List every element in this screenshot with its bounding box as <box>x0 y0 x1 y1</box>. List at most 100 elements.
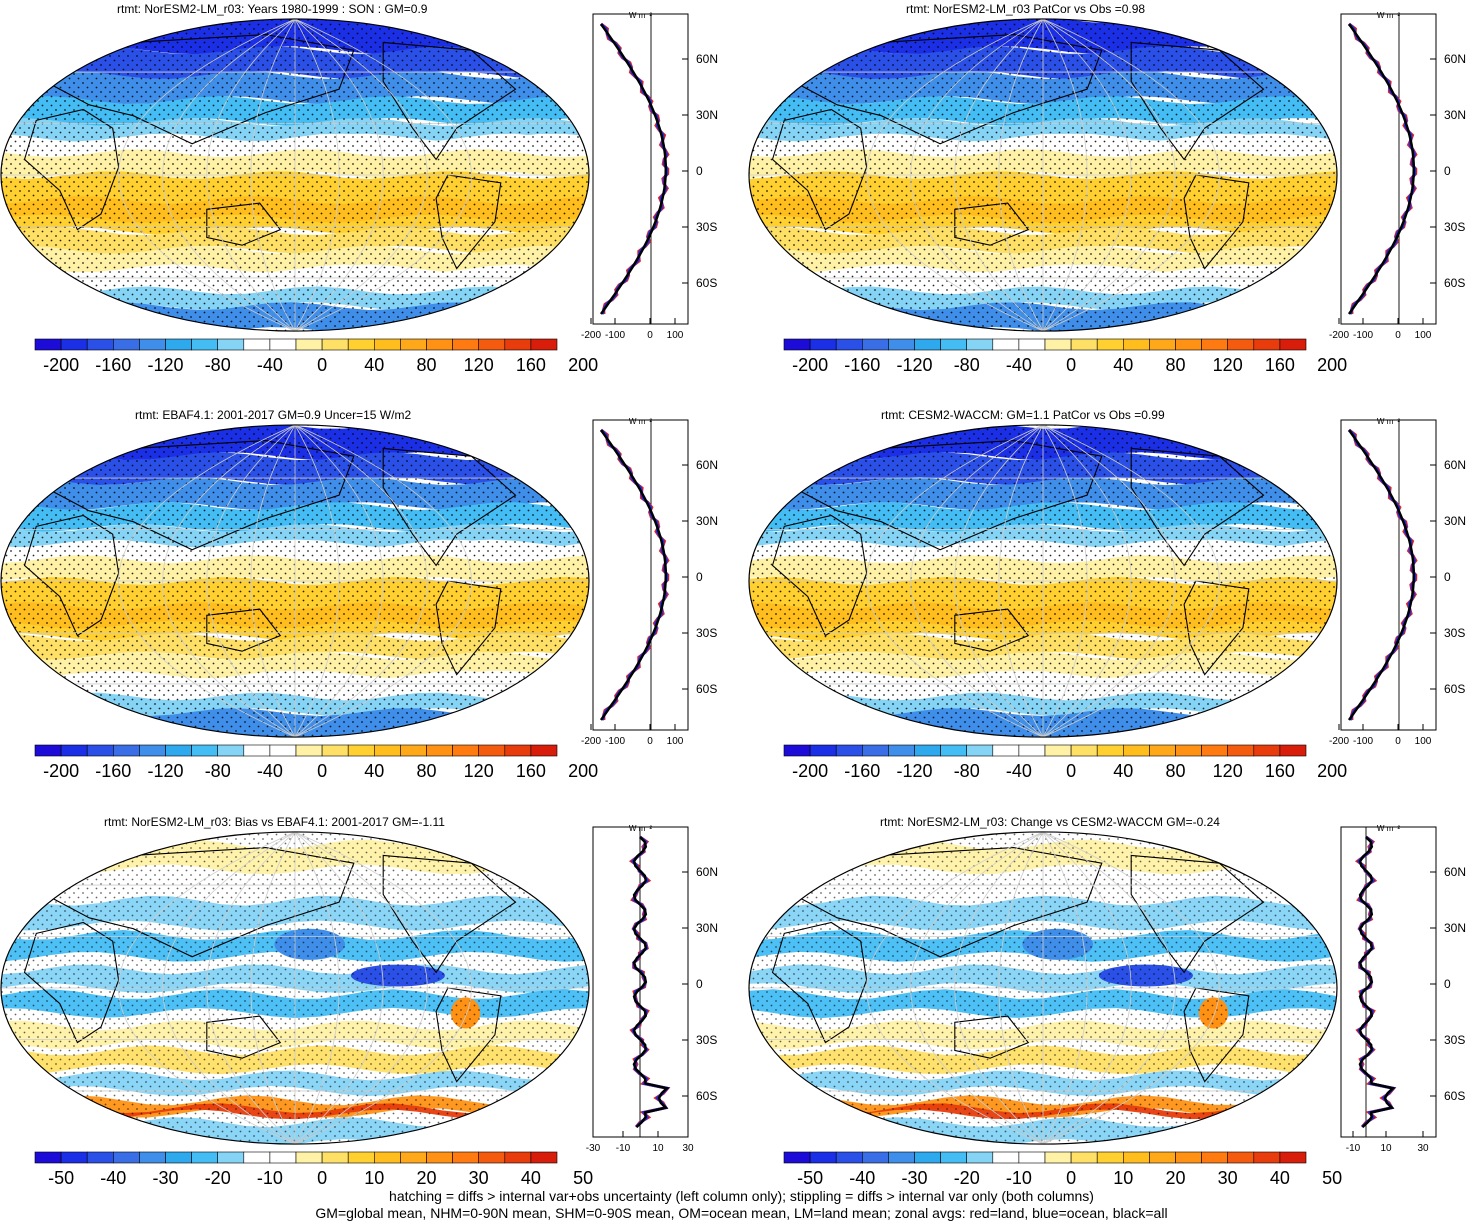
zonal-all-curve <box>1347 429 1416 721</box>
colorbar-cell <box>809 744 837 757</box>
zonal-lat-label: 30S <box>1444 220 1465 234</box>
zonal-lat-label: 30S <box>696 1033 717 1047</box>
colorbar-label: 10 <box>364 1168 384 1188</box>
colorbar-label: -40 <box>1006 761 1032 781</box>
colorbar-cell <box>992 744 1020 757</box>
map-field-5 <box>1 831 589 1145</box>
zonal-mean-frame <box>592 419 689 731</box>
colorbar-cell <box>165 744 192 757</box>
zonal-lat-label: 60S <box>696 1089 717 1103</box>
colorbar-cell <box>165 1151 192 1164</box>
colorbar-cell <box>966 744 994 757</box>
colorbar-cell <box>809 338 837 351</box>
panel-title-5: rtmt: NorESM2-LM_r03: Bias vs EBAF4.1: 2… <box>104 815 445 829</box>
colorbar-cell <box>321 744 349 757</box>
colorbar-label: 120 <box>464 355 494 375</box>
colorbar-cell <box>243 744 271 757</box>
zonal-all-curve <box>1358 836 1396 1128</box>
zonal-lat-label: 30N <box>1444 921 1466 935</box>
colorbar-label: -80 <box>954 355 980 375</box>
map-border <box>0 18 590 332</box>
colorbar-label: 160 <box>516 355 546 375</box>
colorbar-cell <box>243 338 271 351</box>
zonal-value-label: -200 <box>1329 330 1349 341</box>
colorbar-cell <box>34 744 62 757</box>
zonal-value-label: 100 <box>1415 736 1432 747</box>
colorbar-label: -20 <box>954 1168 980 1188</box>
colorbar-label: 40 <box>364 761 384 781</box>
colorbar-cell <box>783 1151 811 1164</box>
colorbar-cell <box>1149 1151 1176 1164</box>
colorbar-label: -160 <box>95 761 131 781</box>
colorbar-cell <box>86 1151 114 1164</box>
zonal-unit-label: W m⁻² <box>629 417 653 426</box>
colorbar-cell <box>861 338 889 351</box>
zonal-value-label: -100 <box>605 736 625 747</box>
colorbar-label: 30 <box>1218 1168 1238 1188</box>
colorbar-label: 40 <box>1113 355 1133 375</box>
colorbar-cell <box>191 744 219 757</box>
colorbar-cell <box>426 338 453 351</box>
colorbar-label: -50 <box>48 1168 74 1188</box>
colorbar-cell <box>530 338 558 351</box>
zonal-lat-label: 60S <box>696 682 717 696</box>
colorbar-cell <box>321 338 349 351</box>
zonal-value-label: -10 <box>616 1143 631 1154</box>
colorbar-cell <box>1096 1151 1124 1164</box>
zonal-unit-label: W m⁻² <box>1377 417 1401 426</box>
colorbar-cell <box>400 1151 427 1164</box>
colorbar-cell <box>347 1151 375 1164</box>
colorbar-label: -80 <box>205 761 231 781</box>
zonal-value-label: -30 <box>586 1143 601 1154</box>
map-field-6 <box>749 831 1337 1145</box>
colorbar-cell <box>966 1151 994 1164</box>
zonal-value-label: 30 <box>682 1143 694 1154</box>
colorbar-label: 0 <box>317 355 327 375</box>
colorbar-cell <box>888 1151 915 1164</box>
zonal-unit-label: W m⁻² <box>1377 11 1401 20</box>
colorbar-cell <box>426 1151 453 1164</box>
colorbar-cell <box>992 1151 1020 1164</box>
colorbar-label: -30 <box>152 1168 178 1188</box>
colorbar-label: 200 <box>1317 761 1347 781</box>
colorbar-cell <box>1201 338 1228 351</box>
colorbar-cell <box>1201 744 1228 757</box>
colorbar-cell <box>1175 744 1202 757</box>
colorbar-cell <box>888 338 915 351</box>
colorbar-cell <box>452 1151 480 1164</box>
colorbar-label: 120 <box>1213 355 1243 375</box>
colorbar-cell <box>295 744 323 757</box>
colorbar-cell <box>34 1151 62 1164</box>
zonal-lat-label: 30N <box>696 921 718 935</box>
zonal-lat-label: 0 <box>1444 570 1451 584</box>
colorbar-cell <box>60 1151 88 1164</box>
colorbar-cell <box>1279 1151 1307 1164</box>
colorbar-label: 50 <box>573 1168 593 1188</box>
zonal-value-label: -100 <box>1353 736 1373 747</box>
zonal-value-label: -10 <box>1346 1143 1361 1154</box>
zonal-lat-label: 30N <box>1444 108 1466 122</box>
colorbar-cell <box>940 1151 967 1164</box>
panel-2: -200 -160 -120 -80 -40 0 40 80 120 160 200 W m⁻² 60N… <box>748 11 1466 375</box>
colorbar-cell <box>373 744 401 757</box>
panel-5: -50 -40 -30 -20 -10 0 10 20 30 40 50 W m⁻² 60N 30N 0 30… <box>0 824 718 1188</box>
zonal-lat-label: 0 <box>696 164 703 178</box>
zonal-value-label: -100 <box>605 330 625 341</box>
colorbar-cell <box>191 1151 219 1164</box>
colorbar-label: 40 <box>521 1168 541 1188</box>
colorbar-cell <box>835 1151 863 1164</box>
colorbar-cell <box>809 1151 837 1164</box>
zonal-lat-label: 0 <box>696 570 703 584</box>
colorbar-cell <box>1123 1151 1150 1164</box>
colorbar-label: 160 <box>516 761 546 781</box>
zonal-unit-label: W m⁻² <box>629 824 653 833</box>
colorbar-cell <box>966 338 994 351</box>
colorbar-cell <box>139 1151 166 1164</box>
colorbar-label: 80 <box>416 355 436 375</box>
colorbar-cell <box>1149 338 1176 351</box>
zonal-lat-label: 0 <box>1444 977 1451 991</box>
zonal-lat-label: 30N <box>1444 514 1466 528</box>
colorbar-label: 160 <box>1265 355 1295 375</box>
colorbar-label: -120 <box>147 355 183 375</box>
colorbar-cell <box>1279 338 1307 351</box>
